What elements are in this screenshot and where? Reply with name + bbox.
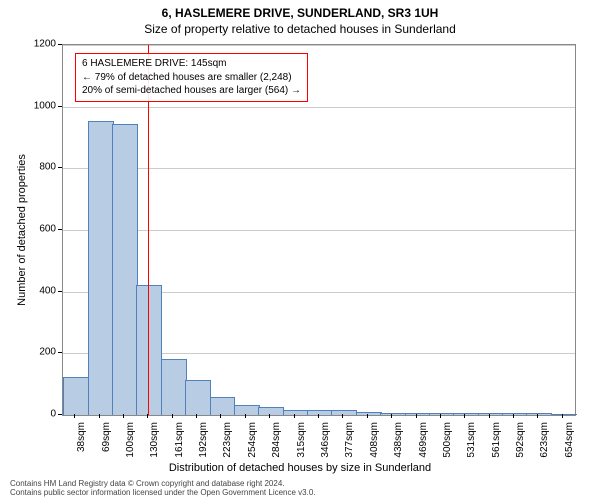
histogram-bar	[405, 413, 431, 415]
histogram-bar	[380, 413, 406, 415]
x-tick-mark	[391, 414, 392, 418]
annotation-line: 20% of semi-detached houses are larger (…	[82, 84, 301, 98]
x-tick-mark	[513, 414, 514, 418]
x-tick-label: 284sqm	[271, 422, 282, 462]
x-tick-mark	[367, 414, 368, 418]
x-axis-label: Distribution of detached houses by size …	[0, 462, 600, 474]
grid-line	[63, 168, 575, 169]
histogram-bar	[283, 410, 309, 415]
x-tick-label: 561sqm	[491, 422, 502, 462]
x-tick-label: 161sqm	[174, 422, 185, 462]
histogram-bar	[526, 413, 552, 415]
x-tick-label: 69sqm	[101, 422, 112, 462]
x-tick-mark	[318, 414, 319, 418]
y-tick-label: 1200	[0, 39, 56, 50]
annotation-line: ← 79% of detached houses are smaller (2,…	[82, 71, 301, 85]
histogram-bar	[112, 124, 138, 415]
histogram-bar	[478, 413, 504, 415]
x-tick-mark	[489, 414, 490, 418]
x-tick-mark	[416, 414, 417, 418]
x-tick-label: 377sqm	[344, 422, 355, 462]
histogram-bar	[258, 407, 284, 415]
annotation-box: 6 HASLEMERE DRIVE: 145sqm← 79% of detach…	[75, 53, 308, 102]
title-sub: Size of property relative to detached ho…	[0, 22, 600, 36]
grid-line	[63, 45, 575, 46]
x-tick-label: 223sqm	[222, 422, 233, 462]
x-tick-label: 346sqm	[320, 422, 331, 462]
annotation-line: 6 HASLEMERE DRIVE: 145sqm	[82, 57, 301, 71]
histogram-bar	[234, 405, 260, 415]
y-tick-label: 200	[0, 347, 56, 358]
histogram-bar	[453, 413, 479, 415]
x-tick-mark	[342, 414, 343, 418]
histogram-bar	[551, 414, 577, 415]
x-tick-label: 531sqm	[466, 422, 477, 462]
histogram-bar	[63, 377, 89, 415]
x-tick-label: 254sqm	[247, 422, 258, 462]
x-tick-mark	[123, 414, 124, 418]
x-tick-label: 315sqm	[296, 422, 307, 462]
x-tick-label: 130sqm	[149, 422, 160, 462]
x-tick-label: 654sqm	[564, 422, 575, 462]
x-tick-label: 592sqm	[515, 422, 526, 462]
x-tick-label: 623sqm	[539, 422, 550, 462]
x-tick-label: 100sqm	[125, 422, 136, 462]
grid-line	[63, 230, 575, 231]
histogram-bar	[307, 410, 333, 415]
y-tick-label: 800	[0, 162, 56, 173]
y-tick-label: 400	[0, 285, 56, 296]
y-tick-label: 600	[0, 224, 56, 235]
y-tick-label: 0	[0, 409, 56, 420]
histogram-bar	[161, 359, 187, 416]
x-tick-mark	[245, 414, 246, 418]
x-tick-mark	[172, 414, 173, 418]
grid-line	[63, 107, 575, 108]
x-tick-mark	[440, 414, 441, 418]
histogram-bar	[356, 412, 382, 415]
histogram-bar	[331, 410, 357, 415]
histogram-bar	[185, 380, 211, 415]
footer-attribution: Contains HM Land Registry data © Crown c…	[10, 479, 590, 498]
footer-line: Contains public sector information licen…	[10, 488, 590, 498]
chart-plot-area: 6 HASLEMERE DRIVE: 145sqm← 79% of detach…	[62, 44, 576, 416]
x-tick-mark	[269, 414, 270, 418]
x-tick-label: 469sqm	[418, 422, 429, 462]
x-tick-mark	[562, 414, 563, 418]
x-tick-mark	[99, 414, 100, 418]
x-tick-label: 38sqm	[76, 422, 87, 462]
x-tick-label: 438sqm	[393, 422, 404, 462]
x-tick-label: 500sqm	[442, 422, 453, 462]
chart-container: 6, HASLEMERE DRIVE, SUNDERLAND, SR3 1UH …	[0, 0, 600, 500]
title-main: 6, HASLEMERE DRIVE, SUNDERLAND, SR3 1UH	[0, 6, 600, 20]
footer-line: Contains HM Land Registry data © Crown c…	[10, 479, 590, 489]
x-tick-mark	[537, 414, 538, 418]
x-tick-mark	[74, 414, 75, 418]
x-tick-label: 192sqm	[198, 422, 209, 462]
y-tick-label: 1000	[0, 100, 56, 111]
histogram-bar	[88, 121, 114, 415]
histogram-bar	[429, 413, 455, 415]
x-tick-mark	[294, 414, 295, 418]
histogram-bar	[502, 413, 528, 415]
x-tick-mark	[464, 414, 465, 418]
x-tick-mark	[147, 414, 148, 418]
histogram-bar	[210, 397, 236, 415]
x-tick-mark	[220, 414, 221, 418]
x-tick-mark	[196, 414, 197, 418]
x-tick-label: 408sqm	[369, 422, 380, 462]
